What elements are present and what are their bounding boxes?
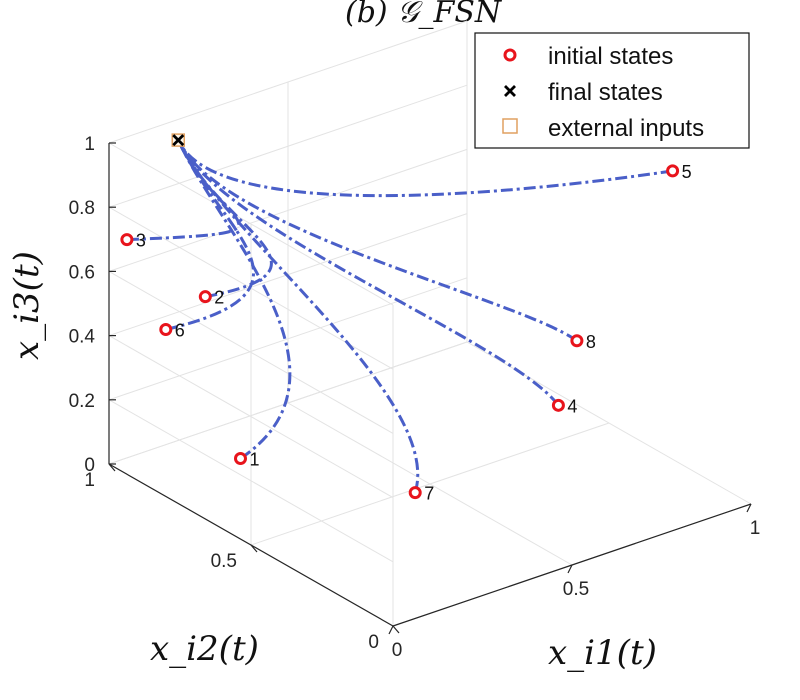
initial-state-marker-3: [120, 233, 134, 247]
legend-initial-marker: [503, 48, 517, 62]
initial-state-marker-7: [408, 486, 422, 500]
agent-label-7: 7: [424, 484, 434, 504]
y-tick-mark-1: [250, 544, 258, 553]
z-axis-label: x_i3(t): [7, 251, 47, 360]
y-tick-label-2: 1: [84, 470, 95, 491]
trajectory-7: [176, 139, 420, 494]
trajectory-8: [176, 139, 578, 343]
y-tick-mark-0: [392, 625, 400, 634]
legend-external-marker: [502, 118, 518, 134]
x-tick-mark-2: [746, 503, 752, 513]
z-tick-label-0: 0: [84, 455, 95, 476]
final-state-marker: [172, 134, 185, 147]
z-tick-label-2: 0.4: [69, 327, 96, 348]
legend-entry-final-states: final states: [504, 79, 663, 106]
trajectory-1: [176, 139, 292, 460]
z-tick-label-1: 0.2: [69, 391, 95, 412]
initial-state-marker-1: [234, 452, 247, 465]
agent-label-4: 4: [567, 396, 577, 416]
x-tick-label-2: 1: [750, 518, 761, 539]
initial-state-marker-8: [570, 334, 584, 348]
x-tick-label-1: 0.5: [563, 579, 589, 600]
agent-label-3: 3: [136, 231, 146, 251]
y-tick-label-0: 0: [368, 632, 379, 653]
trajectory-6: [165, 139, 256, 331]
chart-title: (b) 𝒢_FSN: [345, 0, 503, 30]
legend-entry-initial-states: initial states: [503, 43, 673, 70]
x-axis-label: x_i1(t): [548, 633, 657, 673]
agent-label-2: 2: [214, 288, 224, 308]
legend: initial states final states external inp…: [474, 32, 750, 149]
y-axis-label: x_i2(t): [150, 629, 259, 669]
initial-state-marker-4: [551, 398, 565, 412]
trajectory-5: [176, 139, 673, 198]
legend-entry-external-inputs: external inputs: [502, 115, 704, 142]
agent-label-1: 1: [250, 450, 260, 470]
y-tick-mark-2: [108, 463, 116, 472]
x-tick-label-0: 0: [392, 640, 403, 661]
z-tick-label-5: 1: [84, 134, 95, 155]
grid-line-x-floor-1: [287, 402, 573, 566]
chart-title-text: (b) 𝒢_FSN: [345, 0, 503, 30]
y-tick-label-1: 0.5: [211, 551, 237, 572]
initial-state-marker-2: [198, 290, 212, 304]
legend-initial-label: initial states: [548, 43, 673, 70]
initial-state-marker-6: [159, 322, 173, 336]
z-tick-label-4: 0.8: [69, 198, 95, 219]
initial-state-marker-5: [666, 164, 680, 178]
legend-external-label: external inputs: [548, 115, 704, 142]
legend-final-label: final states: [548, 79, 663, 106]
state-markers: 1 2 3 4 5 6 7 8: [120, 133, 692, 504]
agent-label-8: 8: [586, 332, 596, 352]
agent-label-5: 5: [682, 162, 692, 182]
x-tick-mark-0: [388, 625, 394, 635]
trajectory-4: [176, 139, 560, 407]
trajectories: [126, 139, 673, 494]
legend-box: [474, 32, 750, 149]
legend-final-marker: [504, 85, 516, 97]
trajectory-3: [126, 139, 241, 242]
axes-box: [108, 20, 752, 635]
agent-label-6: 6: [175, 320, 185, 340]
z-tick-label-3: 0.6: [69, 262, 95, 283]
x-tick-mark-1: [567, 564, 573, 574]
